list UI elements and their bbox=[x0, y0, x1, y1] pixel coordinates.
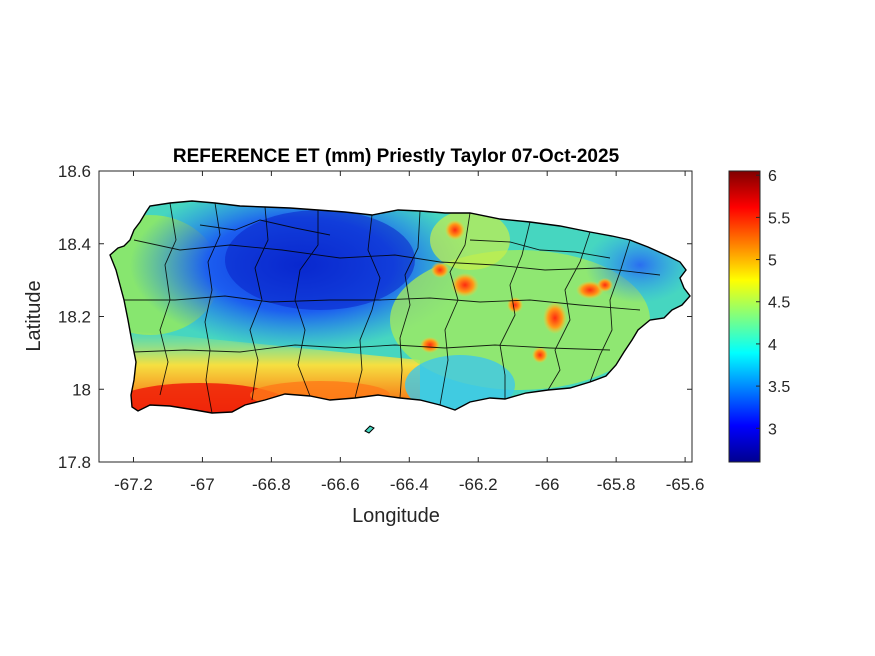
municipal-boundary bbox=[294, 210, 319, 397]
y-tick-label: 18.6 bbox=[58, 162, 91, 181]
municipal-boundaries bbox=[124, 202, 661, 414]
x-tick-label: -67.2 bbox=[114, 475, 153, 494]
municipal-boundary bbox=[547, 231, 591, 391]
caja-de-muertos-island bbox=[364, 425, 375, 434]
y-axis-label: Latitude bbox=[23, 280, 45, 351]
x-tick-label: -67 bbox=[190, 475, 215, 494]
municipal-boundary bbox=[354, 214, 381, 399]
municipal-boundary bbox=[469, 239, 611, 259]
colorbar-tick-label: 3.5 bbox=[768, 379, 790, 396]
municipal-boundary bbox=[589, 239, 631, 383]
municipal-boundary bbox=[249, 206, 269, 401]
municipal-boundary bbox=[399, 210, 421, 399]
colorbar-ticks: 3 3.5 4 4.5 5 5.5 6 bbox=[756, 168, 790, 438]
colorbar-tick-label: 4.5 bbox=[768, 295, 790, 312]
municipal-boundary bbox=[133, 344, 611, 353]
x-tick-label: -66.4 bbox=[390, 475, 429, 494]
x-tick-label: -65.6 bbox=[666, 475, 705, 494]
y-tick-label: 18.2 bbox=[58, 308, 91, 327]
colorbar-tick-label: 3 bbox=[768, 421, 777, 438]
municipal-boundary bbox=[124, 295, 641, 311]
x-axis-label: Longitude bbox=[352, 505, 440, 527]
x-tick-label: -66 bbox=[535, 475, 560, 494]
x-axis: -67.2 -67 -66.8 -66.6 -66.4 -66.2 -66 -65.8 -65.… bbox=[114, 171, 704, 494]
y-axis: 17.8 18 18.2 18.4 18.6 bbox=[58, 162, 692, 472]
colorbar-tick-label: 6 bbox=[768, 168, 777, 185]
colorbar-tick-label: 5 bbox=[768, 253, 777, 270]
municipal-boundary bbox=[199, 219, 331, 236]
x-tick-label: -65.8 bbox=[597, 475, 636, 494]
y-tick-label: 17.8 bbox=[58, 453, 91, 472]
y-tick-label: 18 bbox=[72, 380, 91, 399]
chart-title: REFERENCE ET (mm) Priestly Taylor 07-Oct… bbox=[173, 146, 620, 167]
municipal-boundary bbox=[499, 221, 531, 399]
x-tick-label: -66.6 bbox=[321, 475, 360, 494]
colorbar-tick-label: 4 bbox=[768, 337, 777, 354]
y-tick-label: 18.4 bbox=[58, 235, 91, 254]
island-outline bbox=[109, 200, 691, 414]
x-tick-label: -66.2 bbox=[459, 475, 498, 494]
colorbar bbox=[728, 170, 761, 463]
municipal-boundary bbox=[133, 239, 661, 276]
colorbar-tick-label: 5.5 bbox=[768, 210, 790, 227]
municipal-boundary bbox=[204, 202, 221, 414]
x-tick-label: -66.8 bbox=[252, 475, 291, 494]
